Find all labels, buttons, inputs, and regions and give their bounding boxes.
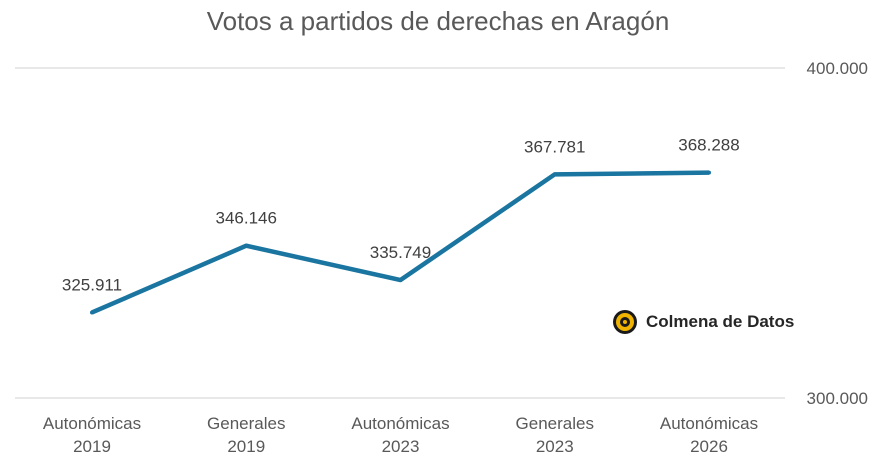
x-tick-label: Autonómicas bbox=[43, 414, 141, 433]
data-label: 368.288 bbox=[678, 136, 739, 155]
brand-watermark: Colmena de Datos bbox=[612, 309, 794, 335]
x-tick-label: Generales bbox=[207, 414, 285, 433]
data-label: 346.146 bbox=[216, 209, 277, 228]
data-label: 325.911 bbox=[62, 275, 122, 294]
data-point bbox=[398, 278, 403, 283]
x-tick-label: Autonómicas bbox=[660, 414, 758, 433]
x-tick-label: 2019 bbox=[73, 437, 111, 456]
chart-title: Votos a partidos de derechas en Aragón bbox=[206, 6, 670, 36]
x-tick-label: Autonómicas bbox=[351, 414, 449, 433]
data-point bbox=[244, 243, 249, 248]
x-tick-label: 2026 bbox=[690, 437, 728, 456]
brand-text: Colmena de Datos bbox=[646, 312, 795, 331]
data-label: 367.781 bbox=[524, 137, 585, 156]
y-tick-label: 300.000 bbox=[807, 389, 868, 408]
beehive-logo-icon bbox=[613, 310, 637, 334]
x-tick-label: 2023 bbox=[382, 437, 420, 456]
x-tick-label: 2023 bbox=[536, 437, 574, 456]
data-point bbox=[552, 172, 557, 177]
data-label: 335.749 bbox=[370, 243, 431, 262]
y-tick-label: 400.000 bbox=[807, 59, 868, 78]
data-point bbox=[707, 170, 711, 175]
data-point bbox=[90, 310, 94, 315]
x-tick-label: Generales bbox=[516, 414, 594, 433]
x-tick-label: 2019 bbox=[227, 437, 265, 456]
